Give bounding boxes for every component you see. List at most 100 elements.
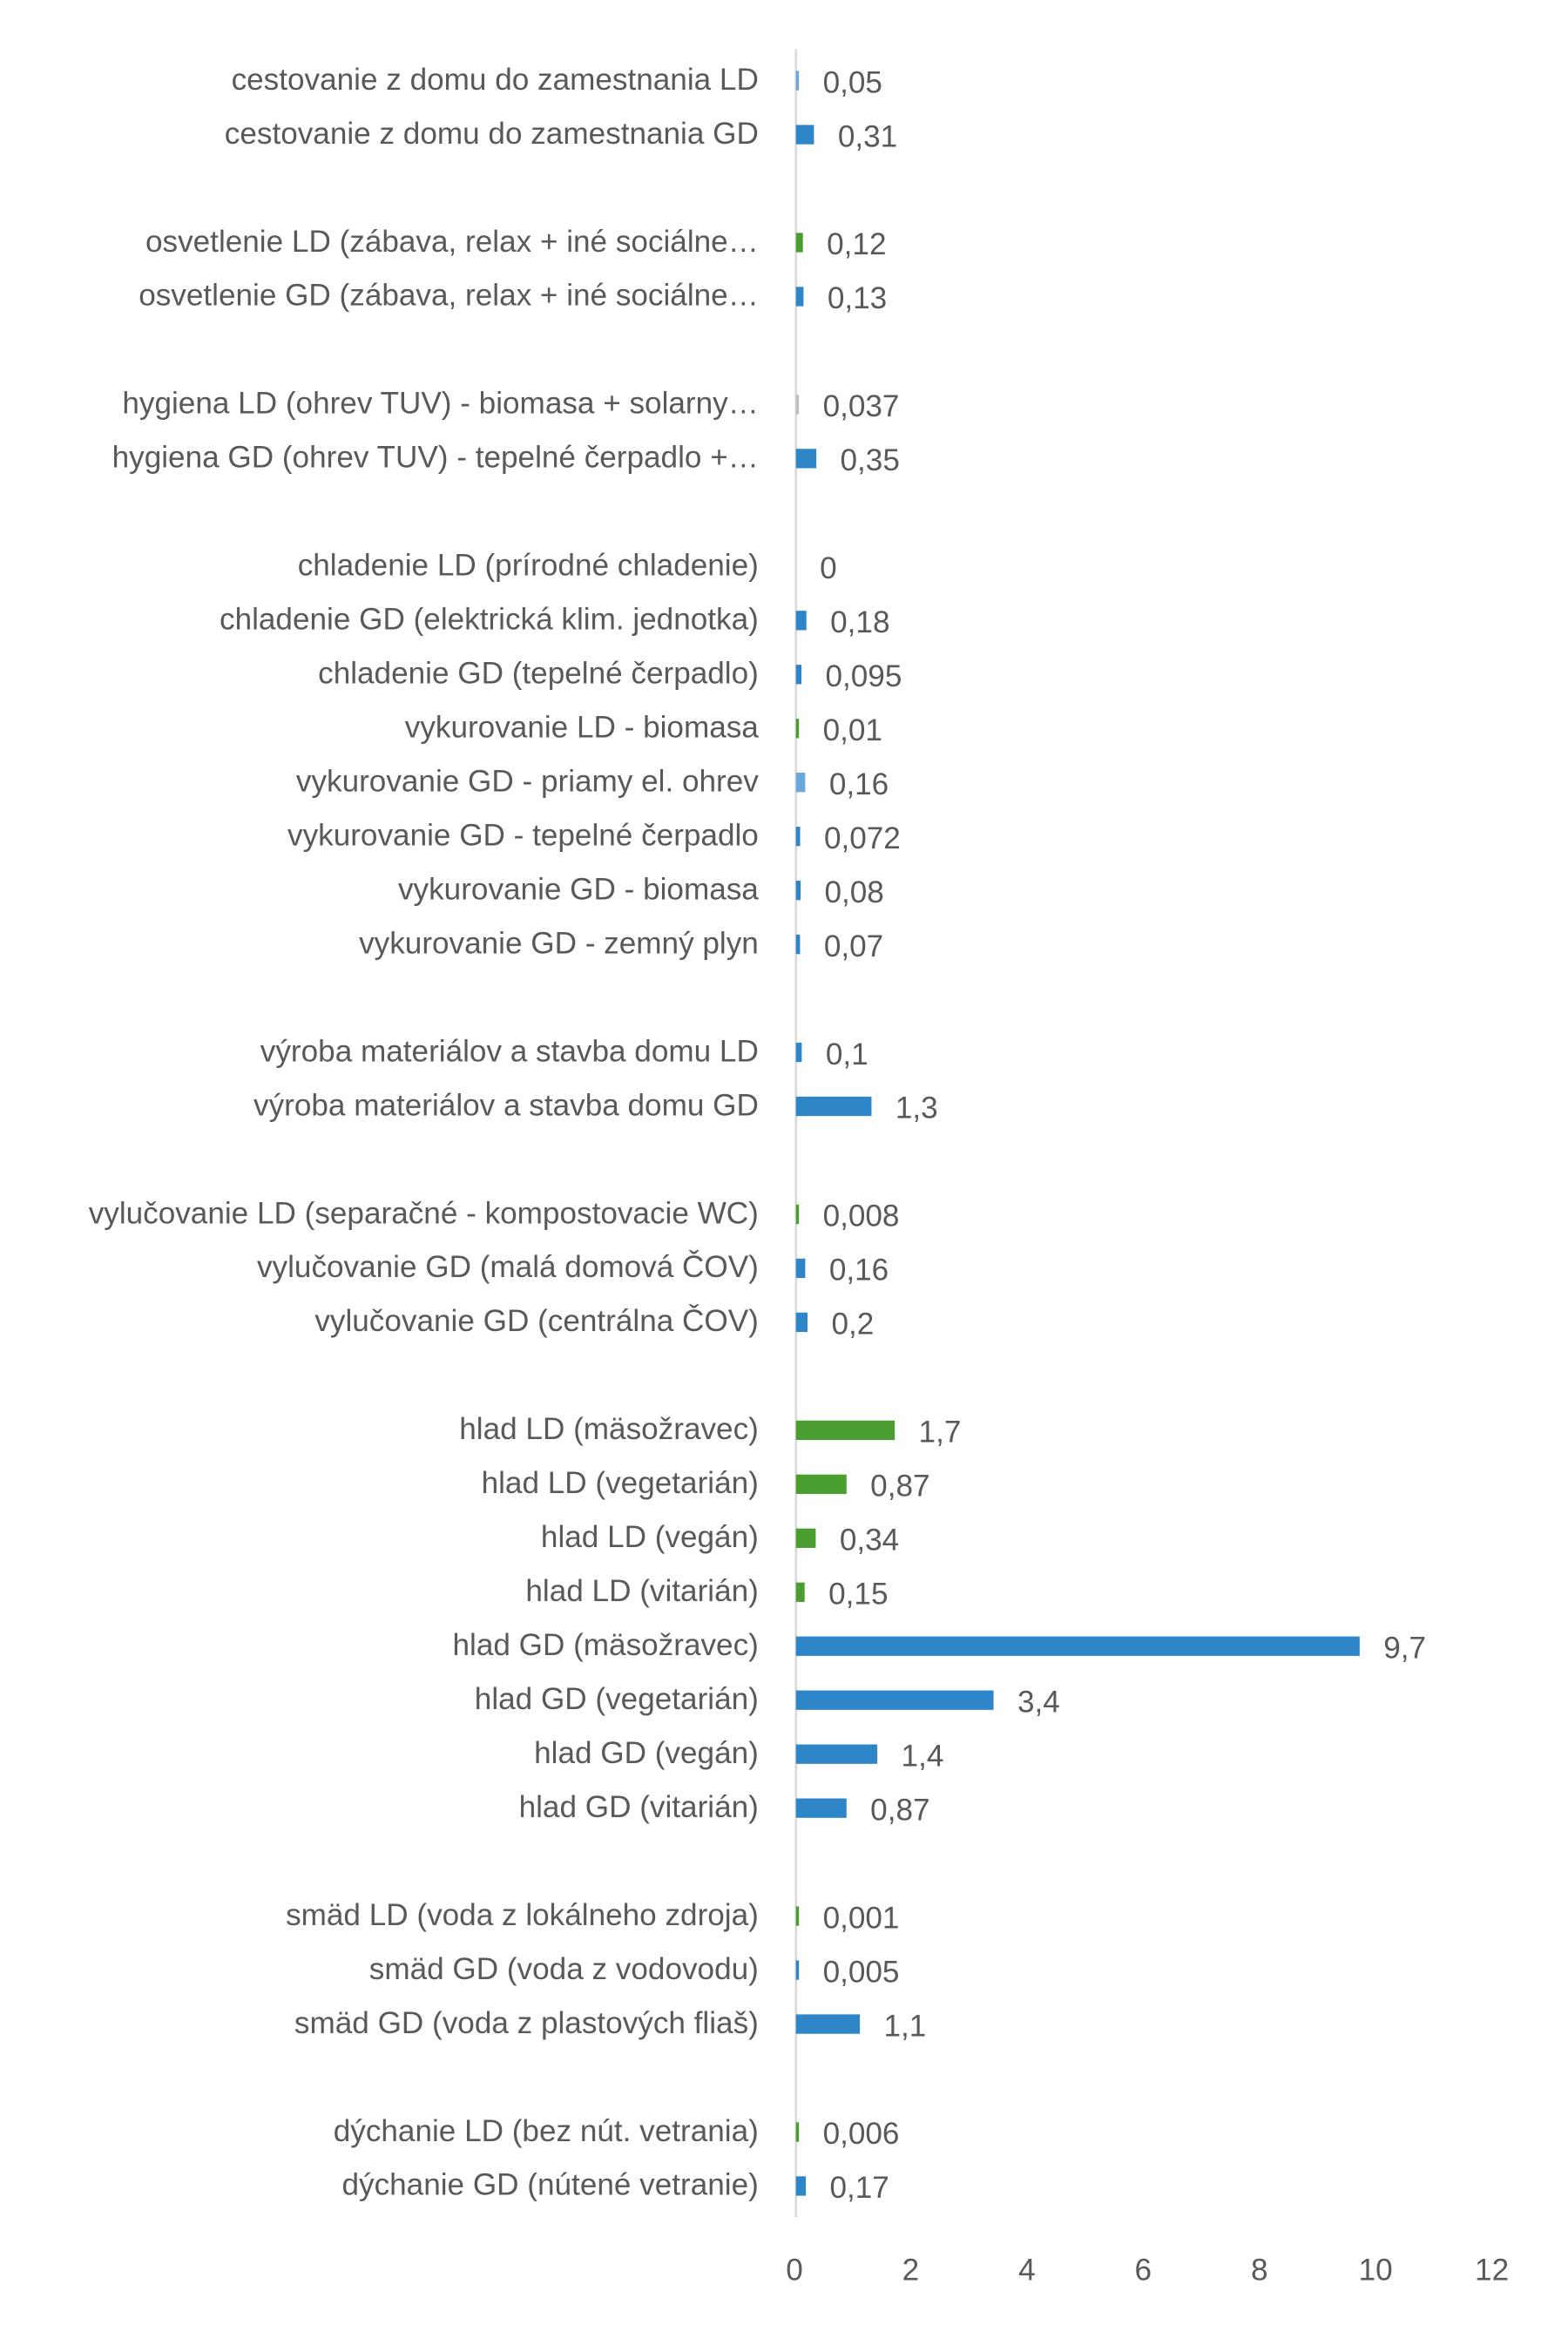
category-label: vylučovanie GD (malá domová ČOV) [257,1250,759,1284]
data-label: 9,7 [1383,1631,1426,1665]
bar [795,2014,861,2034]
data-label: 0,05 [823,65,882,99]
x-tick-label: 10 [1359,2253,1393,2287]
x-tick-label: 2 [902,2253,920,2287]
category-label: hlad GD (mäsožravec) [452,1628,758,1662]
bar [795,1420,896,1440]
plot-area: cestovanie z domu do zamestnania LD 0,05 c… [89,49,1509,2287]
category-label: dýchanie LD (bez nút. vetrania) [334,2114,759,2148]
bar [795,2122,800,2142]
data-label: 0,15 [828,1577,888,1611]
bar [795,934,801,955]
bar [795,1690,994,1710]
data-label: 0,31 [838,119,897,153]
bar [795,1636,1360,1656]
category-label: vykurovanie GD - tepelné čerpadlo [287,818,759,852]
data-label: 0 [820,551,837,585]
bar [795,1906,800,1926]
data-label: 0,17 [829,2171,889,2205]
data-label: 1,1 [884,2009,927,2043]
bar [795,233,803,253]
x-tick-label: 0 [786,2253,803,2287]
category-label: výroba materiálov a stavba domu LD [260,1034,759,1068]
category-label: hygiena LD (ohrev TUV) - biomasa + solar… [122,387,758,421]
category-label: smäd GD (voda z vodovodu) [369,1952,759,1986]
category-label: hlad GD (vitarián) [519,1790,759,1824]
category-label: vylučovanie GD (centrálna ČOV) [314,1304,759,1338]
bar [795,1042,802,1063]
data-label: 0,16 [829,1254,889,1288]
category-label: vykurovanie LD - biomasa [405,711,760,745]
bar [795,773,806,793]
category-label: chladenie GD (tepelné čerpadlo) [318,657,759,691]
category-label: vykurovanie GD - priamy el. ohrev [296,764,759,798]
category-label: hygiena GD (ohrev TUV) - tepelné čerpadl… [112,441,759,475]
data-label: 0,07 [824,929,883,963]
category-label: hlad GD (vegetarián) [475,1682,759,1716]
category-label: hlad GD (vegán) [534,1736,759,1770]
data-label: 0,2 [831,1308,874,1342]
bar [795,1312,808,1333]
data-label: 0,16 [829,767,889,801]
data-label: 1,3 [896,1092,938,1125]
category-label: cestovanie z domu do zamestnania LD [232,63,759,97]
bar [795,1258,806,1279]
data-label: 1,7 [919,1416,962,1450]
bar [795,1204,800,1225]
data-label: 0,005 [823,1955,900,1989]
data-label: 0,13 [828,281,887,315]
category-label: hlad LD (vitarián) [525,1574,758,1608]
category-label: osvetlenie LD (zábava, relax + iné sociá… [145,225,759,259]
category-label: vykurovanie GD - zemný plyn [359,926,759,960]
bar [795,125,814,145]
category-label: chladenie GD (elektrická klim. jednotka) [220,603,759,637]
bar [795,71,800,91]
bar [795,1798,847,1818]
data-label: 0,08 [824,875,883,909]
bar [795,2176,807,2196]
bar [795,1960,800,1980]
data-label: 0,35 [840,443,899,477]
data-label: 0,1 [826,1037,868,1071]
bar [795,287,804,307]
x-tick-label: 4 [1018,2253,1036,2287]
data-label: 0,12 [827,227,886,261]
data-label: 1,4 [902,1739,944,1773]
category-label: hlad LD (vegán) [541,1520,759,1554]
data-label: 0,006 [823,2117,900,2151]
bar [795,1096,872,1117]
bar [795,665,802,685]
category-label: výroba materiálov a stavba domu GD [253,1088,759,1122]
category-label: hlad LD (mäsožravec) [459,1412,759,1446]
data-label: 0,34 [840,1524,899,1558]
data-label: 0,87 [870,1793,929,1827]
bar [795,449,817,469]
data-label: 0,008 [823,1200,900,1233]
bar [795,1744,878,1764]
x-tick-label: 6 [1135,2253,1152,2287]
category-label: smäd GD (voda z plastových fliaš) [294,2006,759,2040]
category-label: chladenie LD (prírodné chladenie) [298,549,759,583]
data-label: 0,001 [823,1901,900,1935]
bar [795,827,801,847]
bar [795,395,800,415]
data-label: 0,01 [823,713,882,747]
data-label: 3,4 [1017,1685,1060,1719]
bar [795,881,801,901]
category-label: vykurovanie GD - biomasa [398,872,759,906]
data-label: 0,072 [824,821,901,855]
category-label: vylučovanie LD (separačné - kompostovaci… [89,1196,759,1230]
category-label: hlad LD (vegetarián) [482,1466,759,1500]
bar [795,1528,816,1548]
category-label: smäd LD (voda z lokálneho zdroja) [286,1898,759,1932]
bar [795,1582,805,1602]
category-label: dýchanie GD (nútené vetranie) [341,2168,758,2202]
data-label: 0,037 [823,389,900,423]
x-tick-label: 12 [1475,2253,1509,2287]
data-label: 0,18 [830,605,889,639]
data-label: 0,095 [825,659,902,693]
category-label: cestovanie z domu do zamestnania GD [225,117,759,151]
data-label: 0,87 [870,1470,929,1504]
bar [795,1474,847,1494]
